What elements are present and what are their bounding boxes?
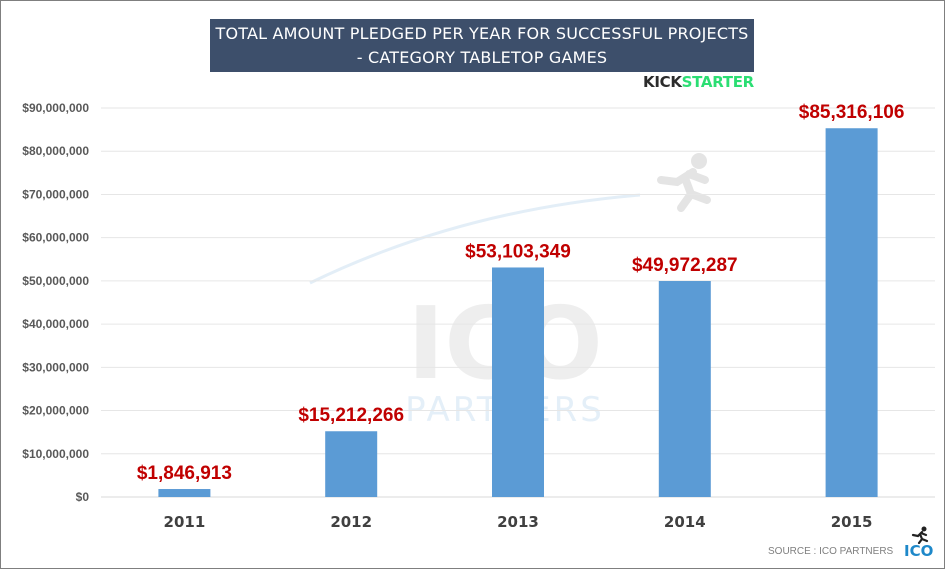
x-tick-label: 2014 (664, 513, 706, 531)
bar-2015 (825, 128, 878, 498)
y-axis: $0 $10,000,000 $20,000,000 $30,000,000 $40,0… (22, 101, 89, 504)
y-tick-label: $20,000,000 (22, 404, 89, 418)
y-tick-label: $60,000,000 (22, 231, 89, 245)
bar-2012 (325, 431, 378, 497)
kickstarter-logo: KICKSTARTER (643, 73, 754, 91)
source-note: SOURCE : ICO PARTNERS (768, 546, 894, 557)
data-label: $85,316,106 (799, 102, 905, 123)
x-tick-label: 2015 (831, 513, 873, 531)
y-tick-label: $30,000,000 (22, 360, 89, 374)
x-tick-label: 2013 (497, 513, 539, 531)
y-tick-label: $70,000,000 (22, 187, 89, 201)
runner-icon (911, 526, 929, 544)
x-tick-label: 2011 (164, 513, 206, 531)
chart-title-line-1: TOTAL AMOUNT PLEDGED PER YEAR FOR SUCCES… (215, 24, 749, 43)
ico-logo: ICO (904, 542, 934, 560)
y-tick-label: $0 (76, 490, 90, 504)
data-label: $1,846,913 (137, 463, 232, 484)
data-label: $49,972,287 (632, 255, 738, 276)
bar-2011 (158, 489, 211, 497)
y-tick-label: $80,000,000 (22, 144, 89, 158)
data-label: $53,103,349 (465, 241, 571, 262)
x-axis: 2011 2012 2013 2014 2015 (164, 513, 873, 531)
chart-title-line-2: - CATEGORY TABLETOP GAMES (356, 48, 608, 67)
bar-2014 (658, 281, 711, 497)
y-tick-label: $50,000,000 (22, 274, 89, 288)
watermark-runner-icon (657, 153, 711, 212)
x-tick-label: 2012 (330, 513, 372, 531)
data-label: $15,212,266 (298, 405, 404, 426)
data-labels: $1,846,913 $15,212,266 $53,103,349 $49,972,… (137, 102, 905, 484)
bars (158, 128, 878, 498)
y-tick-label: $90,000,000 (22, 101, 89, 115)
chart-title: TOTAL AMOUNT PLEDGED PER YEAR FOR SUCCES… (210, 19, 754, 72)
watermark-arc (309, 193, 641, 285)
bar-2013 (492, 267, 544, 497)
kickstarter-logo-starter: STARTER (681, 73, 755, 91)
y-tick-label: $10,000,000 (22, 447, 89, 461)
kickstarter-logo-kick: KICK (643, 73, 682, 91)
y-tick-label: $40,000,000 (22, 317, 89, 331)
